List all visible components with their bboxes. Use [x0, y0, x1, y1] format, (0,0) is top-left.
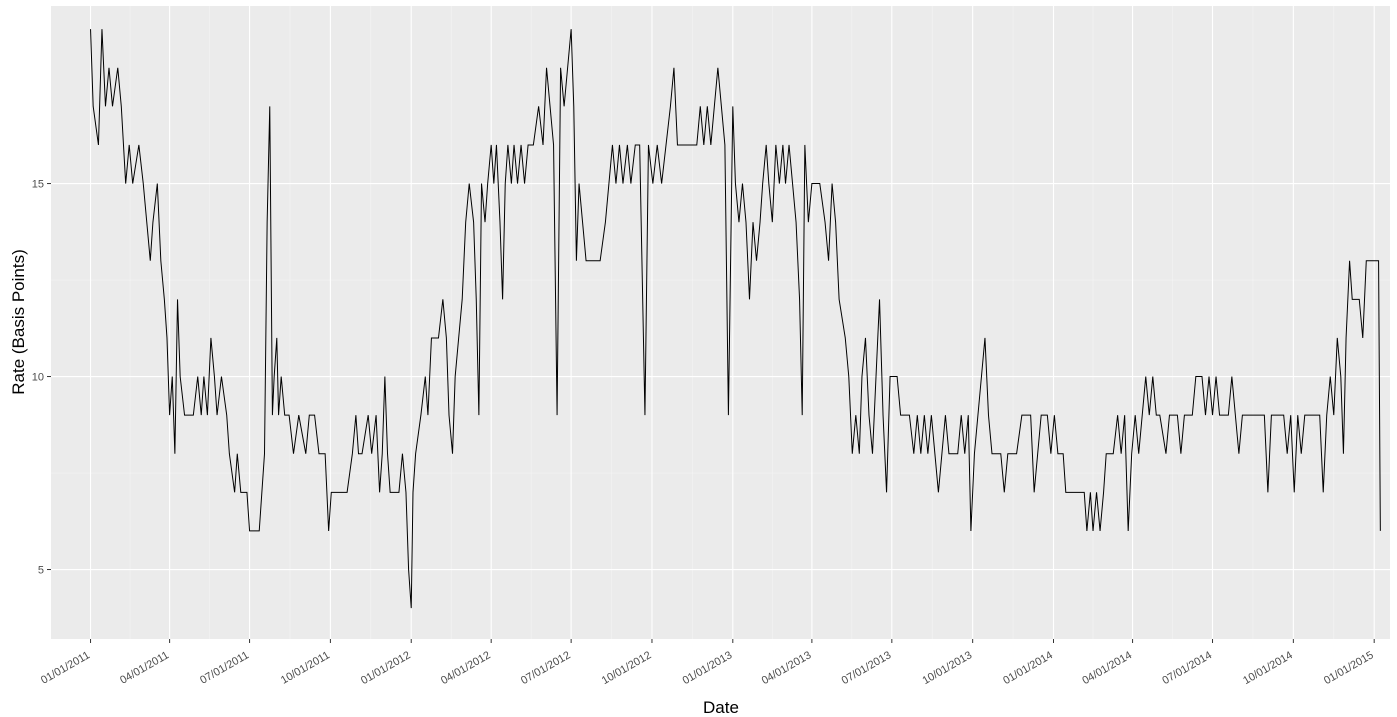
- y-tick-label: 10: [32, 372, 44, 384]
- plot-panel: [51, 6, 1390, 639]
- gridlines: [51, 6, 1390, 639]
- x-tick-label: 01/01/2014: [1001, 649, 1055, 687]
- y-tick-label: 15: [32, 179, 44, 191]
- x-tick-label: 07/01/2014: [1160, 649, 1214, 687]
- x-tick-label: 07/01/2012: [519, 649, 573, 687]
- x-tick-label: 01/01/2012: [359, 649, 413, 687]
- x-tick-label: 04/01/2013: [760, 649, 814, 687]
- x-tick-label: 10/01/2013: [920, 649, 974, 687]
- axis-ticks: [47, 183, 1375, 643]
- x-tick-label: 04/01/2011: [118, 649, 171, 687]
- y-axis-title: Rate (Basis Points): [9, 249, 28, 395]
- series-layer: [90, 29, 1381, 609]
- x-tick-label: 01/01/2011: [39, 649, 92, 687]
- x-axis-tick-labels: 01/01/2011 04/01/2011 07/01/2011 10/01/2011…: [39, 649, 1376, 687]
- x-tick-label: 07/01/2013: [840, 649, 894, 687]
- y-tick-label: 5: [38, 565, 44, 577]
- x-tick-label: 10/01/2014: [1241, 649, 1295, 687]
- x-axis-title: Date: [703, 698, 739, 717]
- x-tick-label: 10/01/2011: [279, 649, 332, 687]
- x-tick-label: 01/01/2015: [1322, 649, 1376, 687]
- x-tick-label: 01/01/2013: [681, 649, 735, 687]
- x-tick-label: 04/01/2014: [1080, 649, 1134, 687]
- y-axis-tick-labels: 5 10 15: [32, 179, 44, 577]
- rate-series-line: [90, 29, 1381, 609]
- x-tick-label: 04/01/2012: [439, 649, 493, 687]
- x-tick-label: 07/01/2011: [198, 649, 251, 687]
- x-tick-label: 10/01/2012: [600, 649, 654, 687]
